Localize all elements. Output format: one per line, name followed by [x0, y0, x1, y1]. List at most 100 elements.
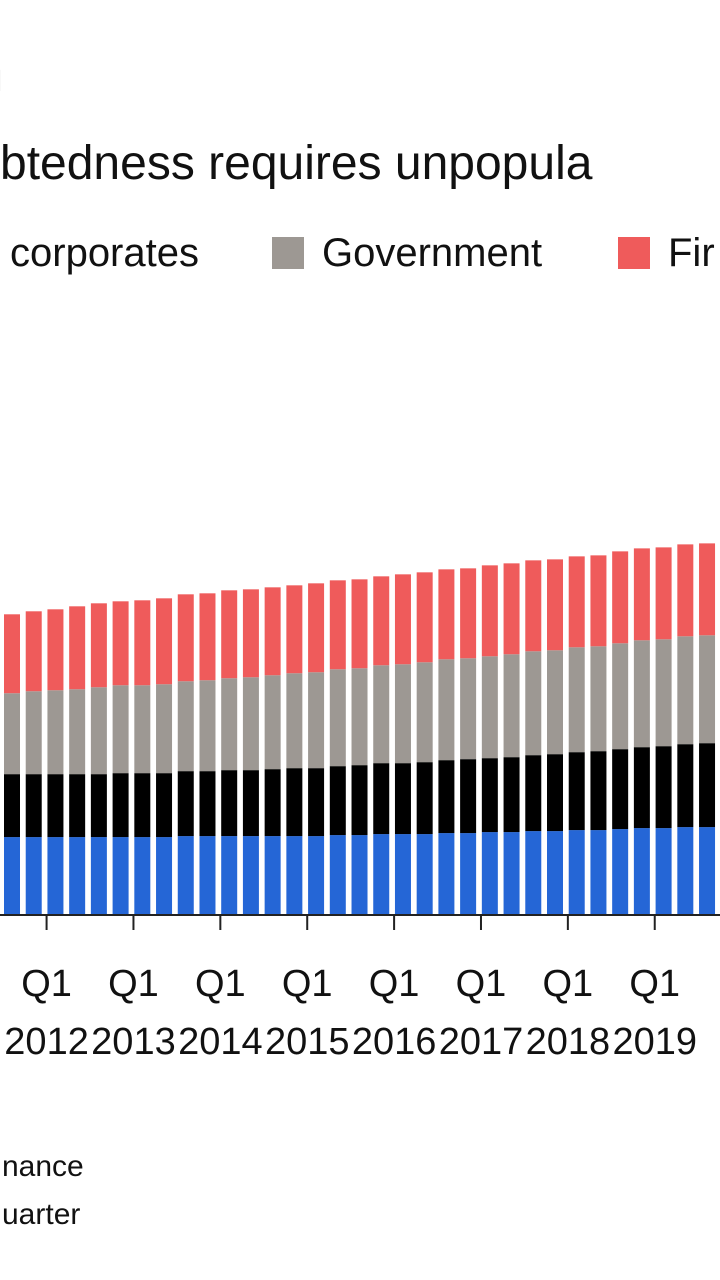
bar-corporates-30	[655, 746, 672, 829]
legend-label-government: Government	[322, 231, 543, 275]
bar-households-9	[199, 836, 216, 914]
bar-financial-32	[699, 543, 716, 636]
bar-government-28	[612, 643, 629, 750]
bar-financial-19	[416, 572, 433, 663]
bar-households-13	[286, 836, 303, 914]
bar-government-17	[373, 665, 390, 764]
x-tick-label-quarter-5: Q1	[456, 963, 507, 1005]
bar-financial-31	[677, 544, 694, 637]
bar-corporates-0	[4, 774, 20, 838]
bar-financial-26	[568, 556, 585, 648]
bar-government-2	[47, 690, 64, 775]
bar-government-12	[264, 675, 281, 770]
x-tick-label-year-5: 2017	[439, 1021, 524, 1063]
bar-government-32	[699, 635, 716, 744]
bar-corporates-11	[242, 770, 259, 837]
bar-households-29	[633, 828, 650, 914]
bar-government-25	[547, 650, 563, 755]
bar-households-22	[481, 832, 498, 914]
bar-corporates-31	[677, 744, 694, 828]
bar-financial-0	[4, 614, 20, 694]
bar-financial-17	[373, 576, 390, 666]
bar-government-0	[4, 693, 20, 775]
bar-financial-18	[394, 574, 411, 665]
bar-corporates-14	[308, 768, 325, 837]
bar-government-18	[394, 664, 411, 764]
bar-corporates-17	[373, 763, 390, 835]
legend-swatch-government	[272, 237, 304, 269]
bar-households-2	[47, 837, 64, 914]
bar-corporates-23	[503, 757, 520, 833]
x-tick-label-quarter-3: Q1	[282, 963, 333, 1005]
bar-corporates-16	[351, 765, 368, 836]
bar-government-9	[199, 680, 216, 772]
x-tick-label-quarter-7: Q1	[629, 963, 680, 1005]
bar-financial-8	[177, 594, 194, 682]
bar-government-23	[503, 654, 520, 758]
stacked-bar-chart: Q1 2012 Q1 2013 Q1 2014 Q1 2015 Q1 2016 Q1 2017 Q1 20…	[0, 543, 720, 1063]
bar-financial-2	[47, 609, 64, 691]
bar-corporates-4	[90, 774, 107, 838]
bar-financial-23	[503, 563, 520, 655]
bar-government-30	[655, 639, 672, 747]
x-tick-label-quarter-4: Q1	[369, 963, 420, 1005]
legend-item-financial: Fir	[618, 228, 715, 278]
bar-government-20	[438, 659, 455, 761]
bar-corporates-19	[416, 762, 433, 835]
bar-households-17	[373, 834, 390, 914]
bar-government-1	[25, 691, 42, 775]
bar-financial-12	[264, 587, 281, 676]
bar-households-28	[612, 829, 629, 915]
bar-corporates-2	[47, 774, 64, 838]
footnote-note: uarter	[2, 1198, 81, 1231]
bar-government-15	[329, 669, 346, 767]
legend: corporates Government Fir	[0, 228, 720, 278]
bar-corporates-22	[481, 758, 498, 833]
bar-financial-4	[90, 603, 107, 688]
bar-households-8	[177, 836, 194, 914]
bar-corporates-3	[69, 774, 86, 838]
legend-label-financial: Fir	[668, 231, 715, 275]
bar-financial-30	[655, 547, 672, 640]
bar-corporates-5	[112, 773, 129, 838]
bar-corporates-15	[329, 766, 346, 836]
bar-households-10	[221, 836, 238, 914]
legend-item-government: Government	[272, 228, 542, 278]
bar-government-21	[460, 658, 477, 760]
bar-corporates-10	[221, 770, 238, 837]
footnote-source: nance	[2, 1150, 84, 1183]
bar-financial-29	[633, 548, 650, 641]
x-tick-label-year-6: 2018	[526, 1021, 611, 1063]
bar-corporates-6	[134, 773, 151, 838]
bar-financial-13	[286, 585, 303, 674]
bar-corporates-24	[525, 755, 542, 832]
bar-financial-11	[242, 589, 259, 678]
bar-government-22	[481, 656, 498, 759]
bar-government-16	[351, 668, 368, 766]
bar-corporates-8	[177, 771, 194, 837]
bar-households-1	[25, 837, 42, 914]
bar-government-29	[633, 640, 650, 748]
bar-households-3	[69, 837, 86, 914]
bar-financial-5	[112, 601, 129, 686]
bar-financial-3	[69, 606, 86, 690]
bar-corporates-9	[199, 771, 216, 837]
bar-government-13	[286, 673, 303, 769]
bar-households-11	[242, 836, 259, 914]
bar-financial-15	[329, 580, 346, 670]
bar-government-27	[590, 646, 607, 752]
bar-financial-24	[525, 560, 542, 652]
bar-government-7	[156, 684, 173, 774]
bar-government-5	[112, 685, 129, 774]
bar-corporates-28	[612, 749, 629, 830]
bar-households-4	[90, 837, 107, 914]
bar-households-16	[351, 835, 368, 914]
bar-financial-14	[308, 583, 325, 673]
bar-government-4	[90, 687, 107, 775]
bar-corporates-20	[438, 760, 455, 834]
x-tick-label-quarter-0: Q1	[21, 963, 72, 1005]
bar-corporates-27	[590, 751, 607, 831]
bar-corporates-12	[264, 769, 281, 837]
bar-corporates-26	[568, 752, 585, 831]
legend-swatch-financial	[618, 237, 650, 269]
